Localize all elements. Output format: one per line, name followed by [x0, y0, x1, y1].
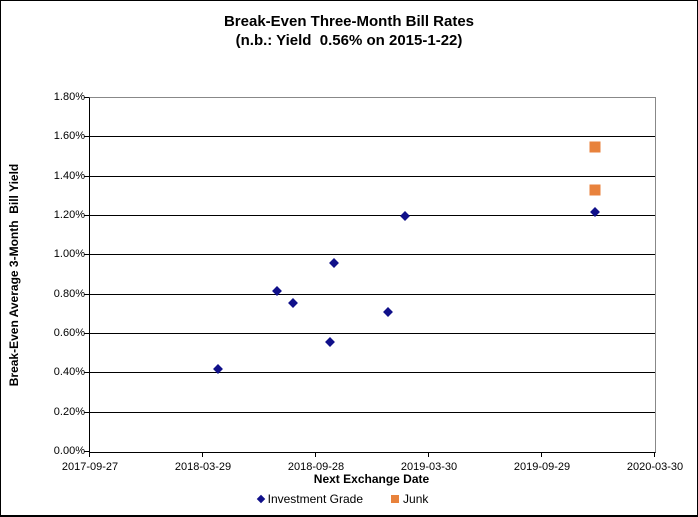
diamond-marker-icon — [256, 494, 265, 504]
y-axis-tick — [84, 333, 89, 334]
data-point-diamond — [324, 336, 335, 347]
y-tick-label: 0.40% — [53, 366, 85, 379]
y-tick-label: 1.60% — [53, 130, 85, 143]
y-tick-label: 1.00% — [53, 248, 85, 261]
y-axis-tick — [84, 372, 89, 374]
gridline — [90, 175, 655, 177]
legend-item: Junk — [391, 492, 428, 506]
data-point-diamond — [328, 258, 339, 269]
legend: Investment Grade Junk — [1, 492, 685, 506]
legend-label: Junk — [403, 492, 429, 506]
x-tick-label: 2019-09-29 — [513, 461, 571, 473]
legend-label: Investment Grade — [267, 492, 364, 506]
y-axis-tick — [84, 97, 89, 98]
y-tick-label: 0.20% — [53, 405, 85, 418]
x-tick-label: 2018-09-28 — [287, 461, 345, 473]
y-axis-tick — [84, 136, 89, 138]
y-tick-label: 0.60% — [53, 327, 85, 339]
y-tick-label: 1.20% — [53, 209, 85, 221]
data-point-diamond — [287, 297, 298, 308]
y-axis-tick — [84, 451, 89, 452]
x-axis-tick — [315, 452, 316, 457]
square-marker-icon — [391, 495, 400, 503]
y-axis-tick — [84, 411, 89, 413]
data-point-square — [589, 184, 601, 196]
data-point-square — [589, 141, 601, 153]
chart-subtitle: (n.b.: Yield 0.56% on 2015-1-22) — [235, 32, 463, 49]
y-axis-tick — [84, 254, 89, 256]
gridline — [90, 136, 655, 138]
y-axis-tick — [84, 215, 89, 216]
x-tick-label: 2017-09-27 — [61, 461, 119, 473]
x-tick-label: 2018-03-29 — [174, 461, 232, 473]
gridline — [90, 411, 655, 413]
y-axis-title: Break-Even Average 3-Month Bill Yield — [7, 163, 21, 387]
y-axis-tick — [84, 175, 89, 177]
legend-item: Investment Grade — [256, 492, 364, 506]
y-tick-label: 0.80% — [53, 287, 85, 300]
x-axis-title: Next Exchange Date — [313, 472, 430, 486]
x-axis-tick — [541, 452, 542, 457]
data-point-diamond — [399, 211, 410, 221]
x-axis-tick — [89, 452, 90, 457]
plot-area: 0.00% 0.20% 0.40% 0.60% 0.80% 1.00% 1.20% 1.40%… — [54, 91, 683, 473]
y-tick-label: 0.00% — [53, 445, 85, 457]
gridline — [90, 215, 655, 216]
x-axis-tick — [202, 452, 203, 457]
gridline — [90, 293, 655, 295]
gridline — [90, 333, 655, 334]
x-axis-tick — [654, 452, 655, 457]
x-tick-label: 2020-03-30 — [626, 461, 684, 473]
gridline — [90, 372, 655, 374]
chart-title: Break-Even Three-Month Bill Rates — [223, 13, 475, 30]
data-point-diamond — [382, 307, 393, 318]
x-axis-tick — [428, 452, 429, 457]
gridline — [90, 254, 655, 256]
x-tick-label: 2019-03-30 — [400, 461, 458, 473]
y-tick-label: 1.40% — [53, 169, 85, 182]
y-axis-tick — [84, 293, 89, 295]
y-tick-label: 1.80% — [53, 91, 85, 103]
